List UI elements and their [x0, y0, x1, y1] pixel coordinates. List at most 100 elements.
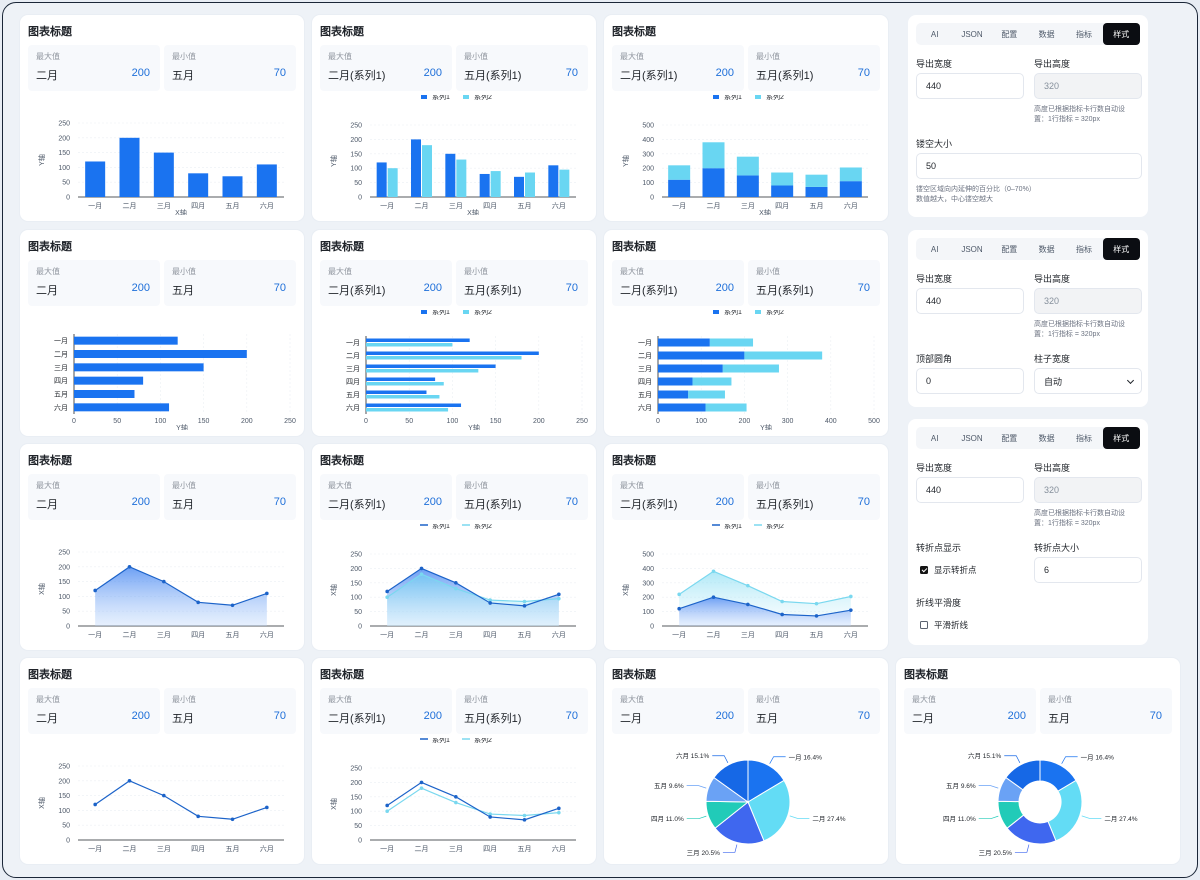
- pie-slice: [747, 779, 791, 842]
- y-tick-label: 六月: [54, 403, 68, 412]
- data-point: [385, 589, 389, 594]
- y-tick-label: 三月: [346, 365, 360, 373]
- data-point: [454, 795, 458, 799]
- y-tick-label: 三月: [638, 365, 652, 373]
- x-tick-label: 六月: [260, 844, 274, 853]
- chart-card-bar-single: 图表标题 最大值 二月 200 最小值 五月 70 0 50 100 150 200 25…: [20, 15, 304, 221]
- max-stat: 最大值 二月(系列1) 200: [320, 45, 452, 91]
- export-width-input[interactable]: 440: [916, 288, 1024, 314]
- top-radius-input[interactable]: 0: [916, 368, 1024, 394]
- data-point: [746, 602, 750, 607]
- x-tick-label: 五月: [226, 631, 240, 639]
- bar: [658, 364, 723, 373]
- y-tick-label: 150: [350, 151, 362, 158]
- tab-json[interactable]: JSON: [961, 244, 983, 254]
- stats-row: 最大值 二月 200 最小值 五月 70: [28, 45, 296, 91]
- card-title: 图表标题: [612, 241, 656, 253]
- legend-swatch: [755, 310, 761, 314]
- bar: [692, 377, 732, 386]
- max-stat: 最大值 二月 200: [28, 45, 160, 91]
- tab-data[interactable]: 数据: [1038, 433, 1055, 443]
- tab-style[interactable]: 样式: [1102, 427, 1140, 449]
- tab-ai[interactable]: AI: [930, 244, 939, 254]
- max-label: 最大值: [328, 481, 352, 490]
- chart-card-hbar-single: 图表标题 最大值 二月 200 最小值 五月 70 0 50 100 150 200 25…: [20, 230, 304, 436]
- stats-row: 最大值 二月(系列1) 200 最小值 五月(系列1) 70: [612, 474, 880, 520]
- tab-config[interactable]: 配置: [1001, 29, 1018, 39]
- export-width-input[interactable]: 440: [916, 73, 1024, 99]
- x-tick-label: 三月: [449, 631, 463, 639]
- x-tick-label: 一月: [88, 202, 102, 210]
- bar: [658, 351, 745, 360]
- max-name: 二月: [912, 713, 934, 725]
- tab-json[interactable]: JSON: [961, 433, 983, 443]
- max-name: 二月: [36, 70, 58, 82]
- max-name: 二月(系列1): [620, 70, 678, 82]
- tab-json[interactable]: JSON: [961, 29, 983, 39]
- data-point: [522, 818, 527, 822]
- point-size-input[interactable]: 6: [1034, 557, 1142, 583]
- tab-ai[interactable]: AI: [930, 433, 939, 443]
- bar: [366, 395, 440, 399]
- bar: [445, 153, 456, 197]
- x-axis-title: X轴: [175, 208, 187, 215]
- label-leader: [686, 785, 707, 789]
- min-name: 五月: [172, 499, 194, 511]
- bar-width-select[interactable]: 自动: [1034, 368, 1142, 394]
- chart-card-hbar-grouped: 图表标题 最大值 二月(系列1) 200 最小值 五月(系列1) 70 0 50 1…: [312, 230, 596, 436]
- bar: [74, 363, 204, 372]
- bar: [705, 403, 747, 412]
- tab-config[interactable]: 配置: [1001, 244, 1018, 254]
- y-tick-label: 0: [358, 838, 362, 845]
- y-tick-label: 0: [66, 195, 70, 202]
- tab-data[interactable]: 数据: [1038, 29, 1055, 39]
- y-tick-label: 五月: [638, 391, 652, 399]
- y-tick-label: 100: [350, 809, 362, 816]
- max-name: 二月: [620, 713, 642, 725]
- height-hint-line2: 置：1行指标 = 320px: [1034, 520, 1100, 527]
- data-point: [419, 566, 424, 571]
- tab-metrics[interactable]: 指标: [1075, 29, 1092, 39]
- min-stat: 最小值 五月(系列1) 70: [748, 474, 880, 520]
- label-leader: [978, 785, 999, 789]
- slice-label: 五月 9.6%: [654, 782, 684, 790]
- min-stat: 最小值 五月 70: [1040, 688, 1172, 734]
- bar: [74, 336, 178, 345]
- tab-metrics[interactable]: 指标: [1075, 244, 1092, 254]
- hollow-size-input[interactable]: 50: [916, 153, 1142, 179]
- y-tick-label: 150: [58, 150, 70, 157]
- y-tick-label: 250: [350, 766, 362, 773]
- x-tick-label: 三月: [157, 202, 171, 210]
- min-value: 70: [857, 67, 870, 79]
- tab-config[interactable]: 配置: [1001, 433, 1018, 443]
- x-tick-label: 二月: [415, 845, 429, 853]
- chart-card-line-single: 图表标题 最大值 二月 200 最小值 五月 70 0 50 100 150 200 25…: [20, 658, 304, 864]
- y-axis-title: X轴: [329, 584, 338, 596]
- tab-style[interactable]: 样式: [1102, 238, 1140, 260]
- card-title: 图表标题: [320, 241, 364, 253]
- tab-ai[interactable]: AI: [930, 29, 939, 39]
- x-tick-label: 五月: [810, 631, 824, 639]
- x-tick-label: 二月: [707, 631, 721, 639]
- slice-label: 一月 16.4%: [1081, 753, 1114, 761]
- tab-style[interactable]: 样式: [1102, 23, 1140, 45]
- legend-label: 系列2: [474, 524, 492, 530]
- tab-data[interactable]: 数据: [1038, 244, 1055, 254]
- bar: [366, 351, 539, 355]
- legend-label: 系列2: [474, 95, 492, 101]
- min-value: 70: [565, 282, 578, 294]
- card-title: 图表标题: [320, 455, 364, 467]
- smooth-line-checkbox[interactable]: 平滑折线: [920, 619, 968, 631]
- slice-label: 六月 15.1%: [676, 751, 709, 760]
- data-point: [849, 594, 853, 599]
- show-points-checkbox[interactable]: 显示转折点: [920, 564, 977, 576]
- legend-label: 系列2: [766, 524, 784, 530]
- x-tick-label: 100: [155, 418, 167, 425]
- bar: [658, 377, 693, 386]
- x-tick-label: 300: [782, 418, 794, 425]
- point-display-label: 转折点显示: [916, 543, 962, 553]
- x-tick-label: 六月: [260, 201, 274, 210]
- tab-metrics[interactable]: 指标: [1075, 433, 1092, 443]
- export-width-input[interactable]: 440: [916, 477, 1024, 503]
- min-value: 70: [273, 710, 286, 722]
